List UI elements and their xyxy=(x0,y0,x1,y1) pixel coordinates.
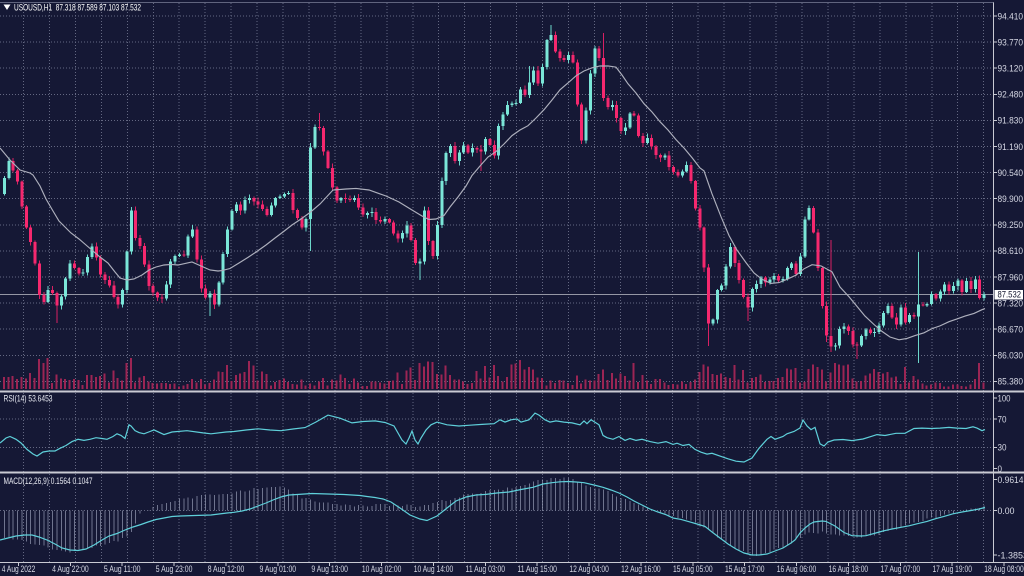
svg-text:9 Aug 13:00: 9 Aug 13:00 xyxy=(311,564,348,575)
svg-text:8 Aug 12:00: 8 Aug 12:00 xyxy=(208,564,245,575)
svg-text:12 Aug 04:00: 12 Aug 04:00 xyxy=(569,564,609,575)
svg-text:89.900: 89.900 xyxy=(998,194,1024,205)
svg-text:12 Aug 16:00: 12 Aug 16:00 xyxy=(621,564,661,575)
svg-text:0.9614: 0.9614 xyxy=(998,475,1024,486)
svg-text:MACD(12,26,9) 0.1564 0.1047: MACD(12,26,9) 0.1564 0.1047 xyxy=(4,476,93,487)
svg-text:4 Aug 2022: 4 Aug 2022 xyxy=(2,564,36,575)
svg-text:88.610: 88.610 xyxy=(998,246,1024,257)
svg-text:91.830: 91.830 xyxy=(998,116,1024,127)
svg-text:11 Aug 15:00: 11 Aug 15:00 xyxy=(517,564,557,575)
svg-text:11 Aug 03:00: 11 Aug 03:00 xyxy=(466,564,506,575)
svg-text:0.00: 0.00 xyxy=(998,506,1015,517)
svg-text:10 Aug 14:00: 10 Aug 14:00 xyxy=(414,564,454,575)
svg-text:87.532: 87.532 xyxy=(998,290,1022,300)
svg-text:0: 0 xyxy=(998,464,1003,475)
svg-text:91.190: 91.190 xyxy=(998,142,1024,153)
svg-text:9 Aug 01:00: 9 Aug 01:00 xyxy=(260,564,297,575)
svg-text:5 Aug 23:00: 5 Aug 23:00 xyxy=(156,564,193,575)
svg-text:86.030: 86.030 xyxy=(998,351,1024,362)
svg-text:90.540: 90.540 xyxy=(998,168,1024,179)
svg-text:87.320: 87.320 xyxy=(998,298,1024,309)
svg-text:93.770: 93.770 xyxy=(998,37,1024,48)
svg-text:87.960: 87.960 xyxy=(998,272,1024,283)
svg-text:94.410: 94.410 xyxy=(998,11,1024,22)
svg-text:17 Aug 19:00: 17 Aug 19:00 xyxy=(932,564,972,575)
svg-text:17 Aug 07:00: 17 Aug 07:00 xyxy=(881,564,921,575)
svg-text:5 Aug 11:00: 5 Aug 11:00 xyxy=(104,564,141,575)
svg-text:30: 30 xyxy=(998,443,1007,454)
svg-text:4 Aug 22:00: 4 Aug 22:00 xyxy=(52,564,89,575)
svg-text:USOUSD,H1 87.318 87.589 87.10: USOUSD,H1 87.318 87.589 87.103 87.532 xyxy=(14,3,141,14)
svg-text:16 Aug 18:00: 16 Aug 18:00 xyxy=(829,564,869,575)
svg-text:15 Aug 05:00: 15 Aug 05:00 xyxy=(673,564,713,575)
svg-text:85.380: 85.380 xyxy=(998,377,1024,388)
svg-text:18 Aug 08:00: 18 Aug 08:00 xyxy=(984,564,1024,575)
svg-text:RSI(14) 53.6453: RSI(14) 53.6453 xyxy=(4,394,53,405)
svg-text:15 Aug 17:00: 15 Aug 17:00 xyxy=(725,564,765,575)
svg-text:10 Aug 02:00: 10 Aug 02:00 xyxy=(362,564,402,575)
svg-text:70: 70 xyxy=(998,415,1007,426)
svg-text:100: 100 xyxy=(998,393,1011,404)
svg-text:92.480: 92.480 xyxy=(998,90,1024,101)
svg-text:16 Aug 06:00: 16 Aug 06:00 xyxy=(777,564,817,575)
svg-text:89.250: 89.250 xyxy=(998,220,1024,231)
svg-text:-1.3853: -1.3853 xyxy=(998,550,1024,561)
svg-text:93.120: 93.120 xyxy=(998,64,1024,75)
svg-text:86.670: 86.670 xyxy=(998,325,1024,336)
